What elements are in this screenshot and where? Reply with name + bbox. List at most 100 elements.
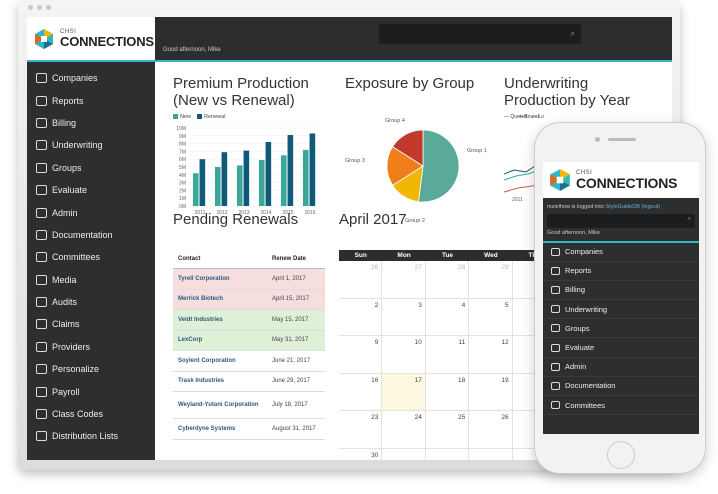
mobile-nav-item-committees[interactable]: Committees (543, 396, 699, 416)
calendar-day[interactable]: 29 (469, 261, 513, 299)
sidebar-item-personalize[interactable]: Personalize (27, 358, 155, 380)
sidebar-item-label: Reports (52, 95, 84, 106)
contact-link[interactable]: Veidt Industries (178, 316, 223, 323)
mobile-nav-item-groups[interactable]: Groups (543, 319, 699, 339)
bar-new[interactable] (280, 155, 287, 206)
y-tick-label: 5M (179, 165, 186, 171)
sidebar-item-documentation[interactable]: Documentation (27, 224, 155, 246)
renew-date: April 1, 2017 (272, 275, 306, 282)
search-icon[interactable]: ⌕ (570, 29, 575, 38)
sidebar-item-admin[interactable]: Admin (27, 201, 155, 223)
calendar-day[interactable]: 27 (382, 261, 426, 299)
sidebar-item-class-codes[interactable]: Class Codes (27, 403, 155, 425)
app-logo[interactable]: CHSI CONNECTIONS (27, 17, 155, 60)
calendar-day[interactable] (426, 448, 470, 460)
contact-link[interactable]: Merrick Biotech (178, 296, 224, 303)
table-row[interactable]: Merrick Biotech April 15, 2017 (173, 289, 325, 310)
sidebar-item-groups[interactable]: Groups (27, 157, 155, 179)
bar-new[interactable] (258, 159, 265, 206)
table-row[interactable]: Tyrell Corporation April 1, 2017 (173, 269, 325, 290)
bar-renewal[interactable] (221, 152, 228, 206)
table-row[interactable]: Weyland-Yutani Corporation July 18, 2017 (173, 392, 325, 419)
calendar-day[interactable]: 16 (339, 373, 383, 411)
header-renew-date: Renew Date (272, 255, 307, 262)
sidebar-item-audits[interactable]: Audits (27, 291, 155, 313)
table-row[interactable]: LexCorp May 31, 2017 (173, 330, 325, 351)
mobile-nav-label: Evaluate (565, 343, 595, 353)
bar-renewal[interactable] (287, 135, 294, 206)
sidebar-item-payroll[interactable]: Payroll (27, 380, 155, 402)
calendar-day[interactable]: 11 (425, 336, 470, 374)
sidebar-item-reports[interactable]: Reports (27, 89, 155, 111)
mobile-db-link[interactable]: StyleGuideDB (605, 204, 640, 210)
mobile-nav-item-admin[interactable]: Admin (543, 358, 699, 377)
calendar-week: 910111213 (339, 336, 557, 374)
bar-new[interactable] (236, 165, 243, 206)
calendar-day[interactable] (469, 448, 513, 460)
calendar-day[interactable]: 12 (469, 336, 513, 374)
pie-slice-4[interactable] (392, 129, 424, 167)
table-row[interactable]: Trask Industries June 29, 2017 (173, 372, 325, 392)
mobile-user-text: mzielhow is logged into (547, 204, 604, 210)
pie-slice-3[interactable] (386, 146, 424, 186)
bar-new[interactable] (192, 173, 199, 206)
sidebar-item-claims[interactable]: Claims (27, 313, 155, 335)
mobile-nav-item-evaluate[interactable]: Evaluate (543, 338, 699, 358)
mobile-nav-item-billing[interactable]: Billing (543, 281, 699, 301)
contact-link[interactable]: Trask Industries (178, 378, 225, 385)
calendar-day[interactable]: 26 (469, 411, 513, 449)
calendar-day[interactable]: 18 (425, 373, 470, 411)
mobile-nav-item-reports[interactable]: Reports (543, 262, 699, 281)
mobile-nav-item-underwriting[interactable]: Underwriting (543, 300, 699, 320)
table-row[interactable]: Soylent Corporation June 21, 2017 (173, 351, 325, 372)
bar-renewal[interactable] (265, 142, 272, 206)
bar-new[interactable] (214, 167, 221, 206)
sidebar-item-media[interactable]: Media (27, 269, 155, 291)
mobile-nav-item-documentation[interactable]: Documentation (543, 377, 699, 396)
sidebar-item-committees[interactable]: Committees (27, 246, 155, 268)
legend-renewal: Renewal (197, 114, 225, 120)
sidebar-item-evaluate[interactable]: Evaluate (27, 179, 155, 201)
table-row[interactable]: Veidt Industries May 15, 2017 (173, 310, 325, 331)
sidebar-item-distribution-lists[interactable]: Distribution Lists (27, 425, 155, 447)
bar-renewal[interactable] (199, 159, 206, 206)
search-icon[interactable]: ⌕ (687, 216, 691, 222)
mobile-nav-item-companies[interactable]: Companies (543, 243, 699, 262)
calendar-day[interactable]: 23 (339, 411, 383, 449)
mobile-logo[interactable]: CHSI CONNECTIONS (543, 162, 699, 198)
pie-slice-1[interactable] (418, 129, 460, 203)
sidebar-item-providers[interactable]: Providers (27, 336, 155, 358)
calendar-day[interactable]: 3 (382, 298, 426, 336)
contact-link[interactable]: Tyrell Corporation (178, 275, 230, 282)
mobile-accent-bar (543, 241, 699, 243)
mobile-logout-link[interactable]: (logout) (641, 204, 661, 210)
y-tick-label: 4M (179, 173, 186, 179)
calendar-day[interactable]: 24 (382, 411, 426, 449)
calendar-day[interactable]: 4 (425, 298, 470, 336)
calendar-day[interactable]: 25 (425, 411, 470, 449)
sidebar-item-underwriting[interactable]: Underwriting (27, 134, 155, 156)
contact-link[interactable]: Cyberdyne Systems (178, 425, 236, 432)
calendar-day[interactable]: 30 (339, 448, 383, 460)
mobile-search-input[interactable]: ⌕ (547, 214, 695, 228)
bar-new[interactable] (302, 149, 309, 206)
sidebar-item-companies[interactable]: Companies (27, 67, 155, 89)
calendar-day[interactable]: 5 (469, 298, 513, 336)
bar-renewal[interactable] (243, 150, 250, 206)
calendar-day[interactable]: 2 (339, 298, 383, 336)
calendar-day[interactable]: 17 (382, 373, 426, 411)
contact-link[interactable]: Weyland-Yutani Corporation (178, 402, 259, 408)
sidebar-item-billing[interactable]: Billing (27, 112, 155, 134)
calendar-day[interactable]: 10 (382, 336, 426, 374)
calendar-day[interactable]: 19 (469, 373, 513, 411)
calendar-day[interactable]: 26 (339, 261, 383, 299)
bar-renewal[interactable] (309, 133, 316, 206)
calendar-day[interactable]: 28 (425, 261, 470, 299)
calendar-day[interactable]: 9 (339, 336, 383, 374)
table-row[interactable]: Cyberdyne Systems August 31, 2017 (173, 419, 325, 440)
header-accent-bar (27, 60, 672, 62)
contact-link[interactable]: Soylent Corporation (178, 357, 236, 364)
contact-link[interactable]: LexCorp (178, 337, 203, 344)
search-input[interactable]: ⌕ (379, 24, 581, 44)
calendar-day[interactable] (382, 448, 426, 460)
